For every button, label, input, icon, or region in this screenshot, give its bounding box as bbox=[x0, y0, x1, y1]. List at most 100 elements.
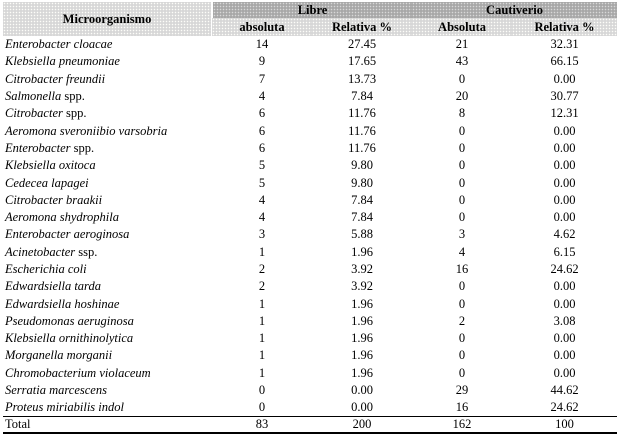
libre-relativa-value: 0.00 bbox=[351, 383, 373, 398]
group-header-cautiverio: Cautiverio bbox=[412, 2, 618, 18]
total-label: Total bbox=[3, 416, 212, 435]
cautiverio-absoluta-value: 0 bbox=[458, 331, 466, 346]
cautiverio-absoluta-value: 0 bbox=[458, 348, 466, 363]
microorganism-table: Microorganismo Libre Cautiverio absoluta… bbox=[3, 2, 618, 435]
cautiverio-absoluta-value: 0 bbox=[458, 365, 466, 380]
microorganism-name: Acinetobacter ssp. bbox=[3, 244, 212, 261]
libre-absoluta-value: 1 bbox=[258, 365, 266, 380]
microorganism-name: Edwardsiella hoshinae bbox=[3, 295, 212, 312]
microorganism-name: Aeromona shydrophila bbox=[3, 209, 212, 226]
libre-absoluta-value: 4 bbox=[258, 192, 266, 207]
name-italic: Enterobacter bbox=[5, 140, 71, 155]
cautiverio-absoluta-value: 0 bbox=[458, 175, 466, 190]
name-italic: Klebsiella oxitoca bbox=[5, 158, 96, 173]
name-italic: Edwardsiella hoshinae bbox=[5, 296, 120, 311]
libre-absoluta-value: 4 bbox=[258, 210, 266, 225]
name-italic: Proteus miriabilis indol bbox=[5, 400, 124, 415]
libre-absoluta-value: 6 bbox=[258, 123, 266, 138]
cautiverio-absoluta-value: 16 bbox=[455, 400, 469, 415]
name-suffix: ssp. bbox=[75, 244, 98, 259]
libre-absoluta-value: 6 bbox=[258, 106, 266, 121]
col-header-libre-absoluta: absoluta bbox=[212, 18, 312, 36]
cautiverio-relativa-value: 0.00 bbox=[553, 331, 576, 346]
microorganism-name: Klebsiella pneumoniae bbox=[3, 53, 212, 70]
libre-relativa-value: 27.45 bbox=[347, 37, 377, 52]
microorganism-name: Enterobacter cloacae bbox=[3, 36, 212, 53]
table-row: Citrobacter freundii 7 13.73 0 0.00 bbox=[3, 71, 617, 88]
microorganism-name: Aeromona sveroniibio varsobria bbox=[3, 122, 212, 139]
microorganism-name: Citrobacter spp. bbox=[3, 105, 212, 122]
total-libre-absoluta-value: 83 bbox=[212, 416, 312, 435]
libre-relativa-value: 11.76 bbox=[348, 140, 376, 155]
name-suffix: spp. bbox=[62, 106, 87, 121]
cautiverio-absoluta-value: 16 bbox=[455, 262, 469, 276]
microorganism-name: Enterobacter aeroginosa bbox=[3, 226, 212, 243]
libre-relativa-value: 1.96 bbox=[351, 365, 373, 380]
name-italic: Serratia marcescens bbox=[5, 383, 107, 398]
table-row: Citrobacter braakii 4 7.84 0 0.00 bbox=[3, 192, 617, 209]
libre-relativa-value: 1.96 bbox=[351, 348, 373, 363]
name-italic: Acinetobacter bbox=[5, 244, 76, 259]
col-header-cautiverio-absoluta: Absoluta bbox=[412, 18, 513, 36]
cautiverio-absoluta-value: 0 bbox=[458, 279, 466, 294]
table-row: Escherichia coli 2 3.92 16 24.62 bbox=[3, 261, 617, 278]
name-italic: Citrobacter braakii bbox=[5, 192, 103, 207]
cautiverio-absoluta-value: 2 bbox=[458, 313, 466, 328]
cautiverio-relativa-value: 44.62 bbox=[550, 383, 579, 398]
table-row: Enterobacter aeroginosa 3 5.88 3 4.62 bbox=[3, 226, 617, 243]
table-row: Citrobacter spp. 6 11.76 8 12.31 bbox=[3, 105, 617, 122]
libre-absoluta-value: 9 bbox=[258, 54, 266, 69]
table-row: Proteus miriabilis indol 0 0.00 16 24.62 bbox=[3, 399, 617, 416]
libre-absoluta-value: 1 bbox=[258, 331, 266, 346]
name-italic: Escherichia coli bbox=[5, 262, 87, 276]
microorganism-name: Chromobacterium violaceum bbox=[3, 365, 212, 382]
cautiverio-absoluta-value: 0 bbox=[458, 71, 466, 86]
cautiverio-relativa-value: 0.00 bbox=[553, 279, 576, 294]
cautiverio-relativa-value: 0.00 bbox=[553, 175, 576, 190]
cautiverio-relativa-value: 0.00 bbox=[553, 365, 576, 380]
microorganism-name: Enterobacter spp. bbox=[3, 140, 212, 157]
col-header-libre-relativa: Relativa % bbox=[312, 18, 413, 36]
name-italic: Enterobacter cloacae bbox=[5, 37, 113, 52]
libre-relativa-value: 9.80 bbox=[351, 158, 373, 173]
cautiverio-absoluta-value: 0 bbox=[458, 140, 466, 155]
libre-absoluta-value: 7 bbox=[258, 71, 266, 86]
libre-absoluta-value: 3 bbox=[258, 227, 266, 242]
cautiverio-absoluta-value: 21 bbox=[455, 37, 469, 52]
name-italic: Enterobacter aeroginosa bbox=[5, 227, 130, 242]
total-cautiverio-relativa-value: 100 bbox=[512, 416, 618, 435]
table-row: Klebsiella ornithinolytica 1 1.96 0 0.00 bbox=[3, 330, 617, 347]
name-suffix: spp. bbox=[70, 140, 95, 155]
microorganism-name: Klebsiella ornithinolytica bbox=[3, 330, 212, 347]
libre-absoluta-value: 1 bbox=[258, 244, 266, 259]
table-row: Aeromona sveroniibio varsobria 6 11.76 0 0.0… bbox=[3, 122, 617, 139]
name-italic: Cedecea lapagei bbox=[5, 175, 89, 190]
libre-relativa-value: 17.65 bbox=[347, 54, 377, 69]
name-italic: Citrobacter bbox=[5, 106, 63, 121]
name-italic: Klebsiella pneumoniae bbox=[5, 54, 120, 69]
cautiverio-relativa-value: 0.00 bbox=[553, 158, 576, 173]
libre-relativa-value: 5.88 bbox=[351, 227, 373, 242]
cautiverio-absoluta-value: 0 bbox=[458, 158, 466, 173]
group-header-row: Microorganismo Libre Cautiverio bbox=[3, 2, 618, 36]
libre-relativa-value: 11.76 bbox=[348, 123, 376, 138]
col-header-microorganismo: Microorganismo bbox=[3, 2, 212, 36]
table-row: Serratia marcescens 0 0.00 29 44.62 bbox=[3, 382, 617, 399]
libre-relativa-value: 1.96 bbox=[351, 313, 373, 328]
microorganism-name: Klebsiella oxitoca bbox=[3, 157, 212, 174]
microorganism-name: Pseudomonas aeruginosa bbox=[3, 313, 212, 330]
cautiverio-relativa-value: 32.31 bbox=[550, 37, 579, 52]
cautiverio-relativa-value: 0.00 bbox=[553, 71, 576, 86]
libre-absoluta-value: 4 bbox=[258, 89, 266, 104]
microorganism-name: Citrobacter freundii bbox=[3, 71, 212, 88]
table-row: Acinetobacter ssp. 1 1.96 4 6.15 bbox=[3, 244, 617, 261]
cautiverio-relativa-value: 4.62 bbox=[553, 227, 576, 242]
cautiverio-absoluta-value: 20 bbox=[455, 89, 469, 104]
name-italic: Salmonella bbox=[5, 89, 62, 104]
libre-absoluta-value: 2 bbox=[258, 279, 266, 294]
libre-relativa-value: 7.84 bbox=[351, 89, 373, 104]
libre-relativa-value: 3.92 bbox=[351, 262, 373, 276]
col-header-cautiverio-relativa: Relativa % bbox=[512, 18, 618, 36]
libre-relativa-value: 11.76 bbox=[348, 106, 376, 121]
libre-relativa-value: 13.73 bbox=[347, 71, 377, 86]
